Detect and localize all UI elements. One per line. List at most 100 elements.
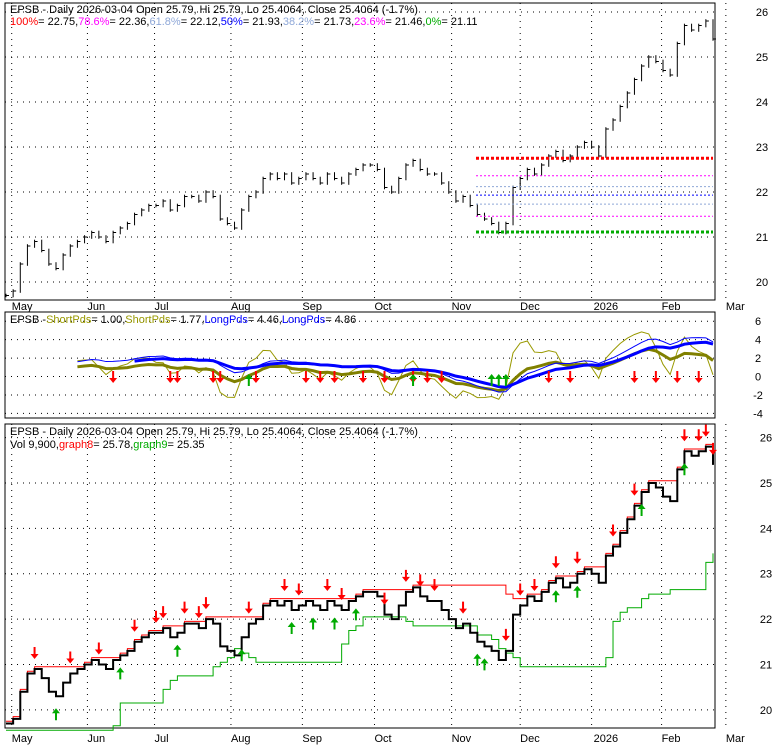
sell-arrow	[359, 371, 368, 383]
osc-y-tick-label: 0	[755, 372, 761, 384]
sell-arrow	[294, 583, 303, 596]
buy-arrow	[480, 658, 489, 671]
buy-arrow	[680, 463, 689, 476]
buy-arrow	[330, 617, 339, 630]
sell-arrow	[380, 592, 389, 605]
month-label-p1: Oct	[374, 301, 391, 313]
sell-arrow	[501, 628, 510, 641]
p3-y-tick-label: 23	[760, 569, 772, 581]
sell-arrow	[159, 606, 168, 619]
osc-y-tick-label: -4	[753, 408, 763, 420]
y-tick-label: 25	[756, 52, 768, 64]
buy-arrow	[573, 585, 582, 598]
buy-arrow	[487, 374, 496, 386]
buy-arrow	[309, 617, 318, 630]
sell-arrow	[566, 371, 575, 383]
sell-arrow	[301, 371, 310, 383]
y-tick-label: 23	[756, 142, 768, 154]
y-tick-label: 26	[756, 7, 768, 19]
osc-legend-part: LongPds	[282, 314, 326, 326]
buy-arrow	[237, 649, 246, 662]
osc-y-tick-label: -2	[753, 390, 763, 402]
sell-arrow	[459, 601, 468, 614]
sell-arrow	[194, 606, 203, 619]
buy-arrow	[173, 644, 182, 657]
month-label-p3: Oct	[374, 733, 391, 745]
fib-label: 23.6%	[354, 16, 385, 28]
month-label-p3: Jul	[155, 733, 169, 745]
close-step-line	[6, 445, 714, 725]
sell-arrow	[701, 424, 710, 437]
sell-arrow	[630, 371, 639, 383]
sell-arrow	[609, 524, 618, 537]
panel-frame-p2	[4, 311, 716, 419]
osc-legend-part: = 4.86	[325, 314, 356, 326]
sell-arrow	[280, 578, 289, 591]
fib-value: = 21.93,	[243, 16, 283, 28]
sell-arrow	[201, 597, 210, 610]
sell-arrow	[130, 619, 139, 632]
month-label-p3: 2026	[594, 733, 618, 745]
graph9-label: graph9	[133, 439, 167, 451]
fib-label: 50%	[221, 16, 243, 28]
y-tick-label: 24	[756, 97, 768, 109]
fib-value: = 21.11	[441, 16, 477, 28]
fib-label: 0%	[425, 16, 441, 28]
fib-value: = 22.75,	[38, 16, 78, 28]
graph8-value: = 25.78,	[93, 439, 133, 451]
buy-arrow	[287, 622, 296, 635]
fib-label: 78.6%	[78, 16, 109, 28]
month-label-p3: Dec	[520, 733, 540, 745]
fib-label: 38.2%	[283, 16, 314, 28]
sell-arrow	[416, 574, 425, 587]
fib-label: 61.8%	[150, 16, 181, 28]
shortpds-line-1	[77, 331, 714, 400]
panel1-title: EPSB - Daily 2026-03-04 Open 25.79, Hi 2…	[10, 4, 418, 16]
sell-arrow	[680, 429, 689, 442]
osc-legend-part: = 4.46,	[248, 314, 282, 326]
shortpds-line-2	[77, 347, 714, 393]
sell-arrow	[166, 371, 175, 383]
month-label-p3: May	[12, 733, 33, 745]
sell-arrow	[323, 578, 332, 591]
sell-arrow	[630, 483, 639, 496]
sell-arrow	[94, 642, 103, 655]
buy-arrow	[116, 667, 125, 680]
fib-value: = 22.12,	[181, 16, 221, 28]
sell-arrow	[694, 371, 703, 383]
month-label-p1: Aug	[231, 301, 251, 313]
fib-value: = 21.46,	[385, 16, 425, 28]
month-label-p1: Jun	[87, 301, 105, 313]
graph8-label: graph8	[59, 439, 93, 451]
sell-arrow	[330, 371, 339, 383]
buy-arrow	[637, 504, 646, 517]
panel3-title: EPSB - Daily 2026-03-04 Open 25.79, Hi 2…	[10, 426, 418, 438]
sell-arrow	[380, 371, 389, 383]
osc-y-tick-label: 4	[755, 335, 761, 347]
month-label-p3: Feb	[662, 733, 681, 745]
y-tick-label: 20	[756, 277, 768, 289]
month-label-p1: Nov	[452, 301, 472, 313]
month-label-p1: 2026	[594, 301, 618, 313]
graph9-value: = 25.35	[168, 439, 205, 451]
month-label-p1: Sep	[302, 301, 322, 313]
y-tick-label: 22	[756, 187, 768, 199]
osc-y-tick-label: 2	[755, 353, 761, 365]
sell-arrow	[573, 551, 582, 564]
sell-arrow	[30, 647, 39, 660]
p3-y-tick-label: 25	[760, 478, 772, 490]
sell-arrow	[209, 371, 218, 383]
month-label-p1: Feb	[662, 301, 681, 313]
osc-legend-part: = 1.00,	[91, 314, 125, 326]
sell-arrow	[316, 371, 325, 383]
sell-arrow	[180, 601, 189, 614]
p3-y-tick-label: 20	[760, 705, 772, 717]
panel-frame-p1	[4, 2, 716, 301]
osc-legend-part: LongPds	[204, 314, 248, 326]
month-label-p1: Jul	[155, 301, 169, 313]
p3-y-tick-label: 26	[760, 433, 772, 445]
p3-y-tick-label: 24	[760, 523, 772, 535]
sell-arrow	[694, 429, 703, 442]
sell-arrow	[337, 588, 346, 601]
